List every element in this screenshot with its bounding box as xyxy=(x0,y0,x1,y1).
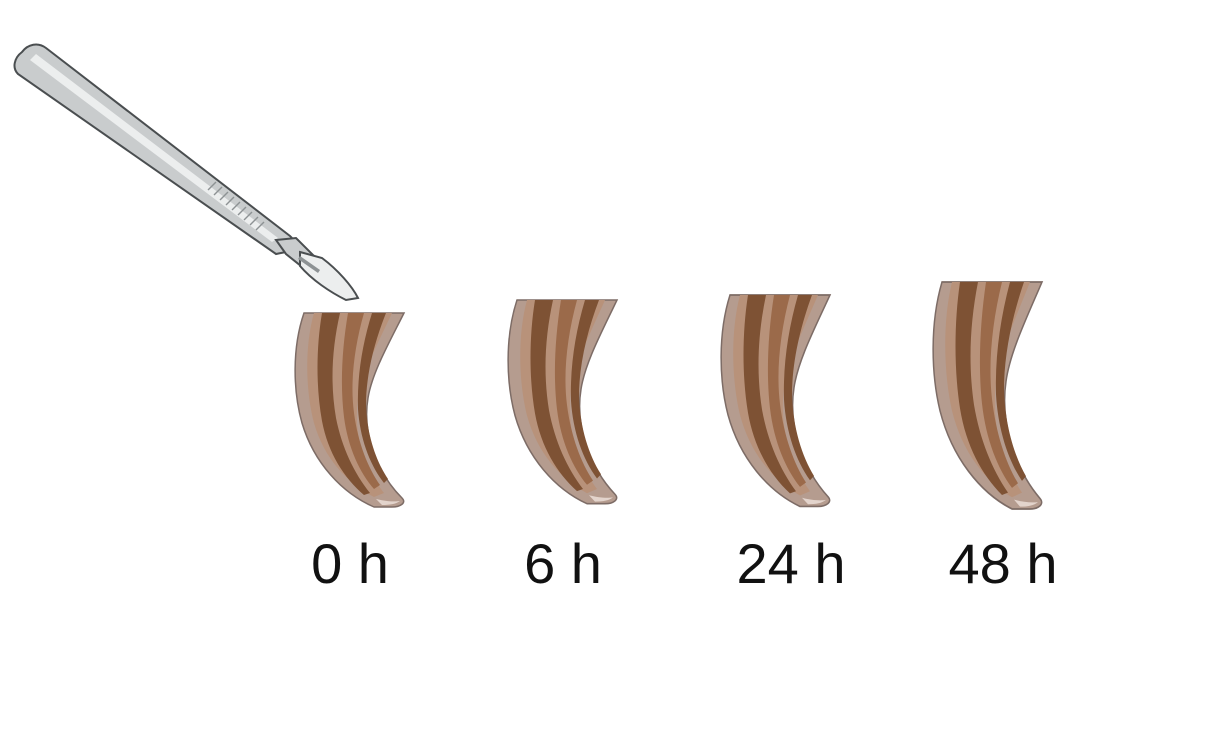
stage-label-48h: 48 h xyxy=(948,532,1058,595)
stage-label-24h: 24 h xyxy=(736,532,846,595)
tail-segment-icon xyxy=(507,299,618,505)
stage-label-6h: 6 h xyxy=(524,532,602,595)
tail-segment-icon xyxy=(932,281,1043,510)
tail-segment-icon xyxy=(720,294,831,508)
stage-label-0h: 0 h xyxy=(311,532,389,595)
scalpel-icon xyxy=(13,43,360,302)
tail-segment-icon xyxy=(294,312,405,508)
